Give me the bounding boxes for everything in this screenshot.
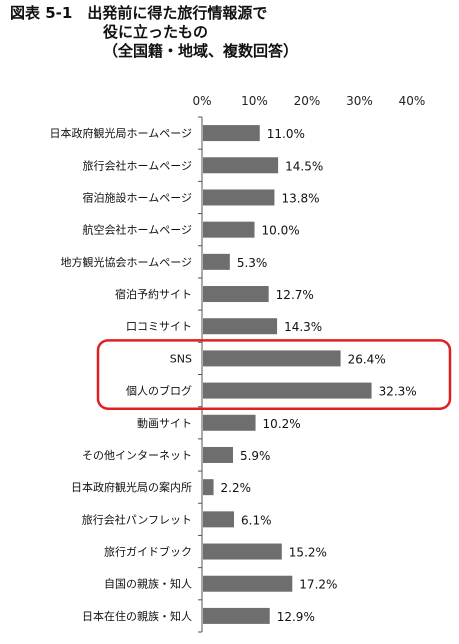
chart-title: 図表 5-1 出発前に得た旅行情報源で 役に立ったもの （全国籍・地域、複数回答… [10,4,455,61]
bar [203,125,260,142]
category-label: 旅行ガイドブック [104,545,192,559]
category-label: その他インターネット [82,449,192,462]
category-label: 地方観光協会ホームページ [61,255,192,269]
value-label: 26.4% [348,352,386,366]
value-label: 13.8% [281,191,319,205]
value-label: 6.1% [241,513,272,527]
category-label: 自国の親族・知人 [104,577,192,591]
value-label: 5.9% [240,449,271,463]
value-label: 17.2% [299,578,337,592]
bar [203,189,275,206]
title-line-3: （全国籍・地域、複数回答） [103,42,299,60]
category-label: SNS [170,352,192,365]
bar [203,446,233,463]
category-label: 旅行会社ホームページ [83,158,192,172]
title-line-1: 図表 5-1 出発前に得た旅行情報源で [10,4,268,22]
category-label: 口コミサイト [126,320,192,333]
value-label: 11.0% [267,127,305,141]
category-label: 宿泊予約サイト [115,287,192,301]
value-label: 12.7% [276,288,314,302]
bar [203,382,372,399]
category-label: 旅行会社パンフレット [82,512,192,526]
value-label: 15.2% [289,546,327,560]
bar [203,414,256,431]
value-label: 14.3% [284,320,322,334]
category-label: 日本在住の親族・知人 [82,609,192,623]
bar [203,350,341,367]
x-tick-label: 0% [192,94,211,108]
category-label: 日本政府観光局ホームページ [50,126,192,140]
value-label: 12.9% [277,610,315,624]
category-label: 日本政府観光局の案内所 [71,480,192,494]
bar [203,511,235,528]
value-label: 10.2% [263,417,301,431]
bar [203,253,230,270]
bar [203,221,255,238]
x-tick-label: 20% [294,94,321,108]
bar [203,318,278,335]
bar [203,157,279,174]
bar [203,607,270,624]
value-label: 2.2% [221,481,252,495]
category-label: 個人のブログ [126,384,192,398]
x-tick-label: 30% [346,94,373,108]
value-label: 14.5% [285,159,323,173]
value-label: 5.3% [237,256,268,270]
bar [203,575,293,592]
category-label: 動画サイト [137,416,192,430]
title-line-2: 役に立ったもの [103,23,209,41]
category-label: 宿泊施設ホームページ [83,190,192,204]
category-label: 航空会社ホームページ [83,223,192,237]
value-label: 10.0% [262,224,300,238]
bar [203,286,269,303]
x-tick-label: 10% [241,94,268,108]
bar [203,479,214,496]
bar [203,543,282,560]
highlight-box [96,339,452,410]
value-label: 32.3% [379,385,417,399]
x-tick-label: 40% [399,94,426,108]
